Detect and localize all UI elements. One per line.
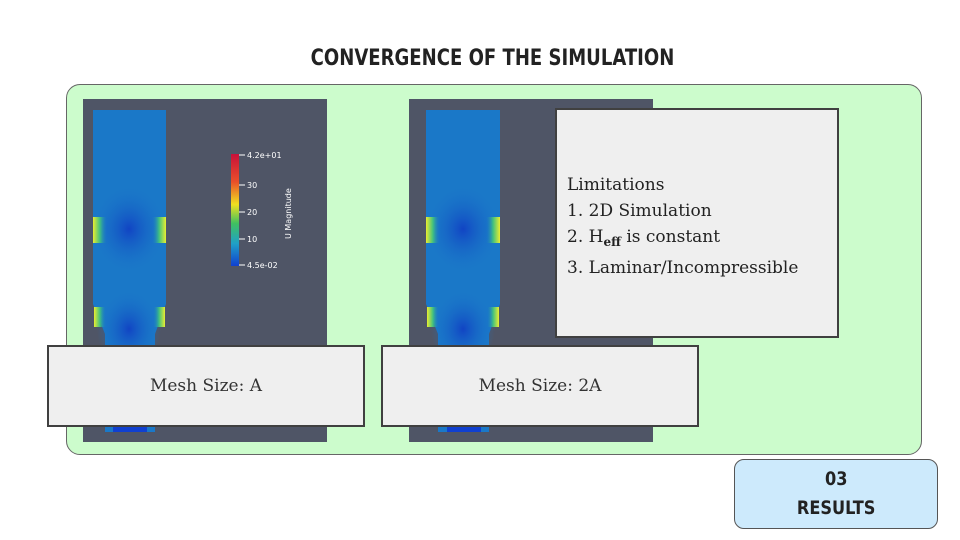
- limitations-heading: Limitations: [567, 175, 665, 195]
- colorbar-tick-label: 10: [247, 235, 257, 244]
- limitation-item-suffix: is constant: [620, 227, 721, 247]
- limitation-item-subscript: eff: [603, 235, 621, 249]
- limitation-item: 2. Heff is constant: [567, 224, 837, 255]
- colorbar-tick-label: 20: [247, 208, 257, 217]
- section-badge: 03 RESULTS: [734, 459, 938, 529]
- colorbar-max-label: 4.2e+01: [247, 151, 282, 160]
- limitation-item: 1. 2D Simulation: [567, 201, 712, 221]
- section-label: RESULTS: [796, 497, 876, 519]
- colorbar-tick-label: 30: [247, 181, 257, 190]
- slide-title: CONVERGENCE OF THE SIMULATION: [310, 46, 675, 71]
- colorbar-title: U Magnitude: [284, 188, 293, 239]
- limitation-item: 3. Laminar/Incompressible: [567, 258, 799, 278]
- limitations-box: Limitations 1. 2D Simulation 2. Heff is …: [555, 108, 839, 338]
- colorbar: [231, 154, 239, 266]
- colorbar-min-label: 4.5e-02: [247, 261, 278, 270]
- section-number: 03: [824, 468, 848, 490]
- mesh-caption-left: Mesh Size: A: [47, 345, 365, 427]
- limitation-item-prefix: 2. H: [567, 227, 604, 247]
- mesh-caption-right: Mesh Size: 2A: [381, 345, 699, 427]
